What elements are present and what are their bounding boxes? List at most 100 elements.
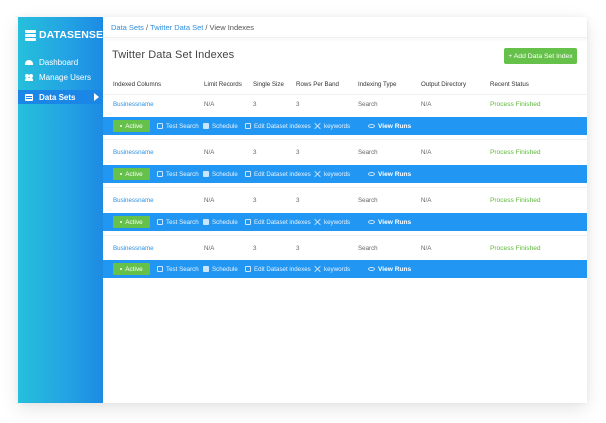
output-directory: N/A xyxy=(421,245,432,252)
view-runs-label: View Runs xyxy=(378,265,412,273)
column-header: Indexed Columns xyxy=(113,81,162,88)
search-doc-icon xyxy=(157,171,163,177)
indexed-columns-link[interactable]: Businessname xyxy=(113,101,154,108)
test-search-button[interactable]: Test Search xyxy=(157,165,199,183)
schedule-button[interactable]: Schedule xyxy=(203,165,238,183)
edit-dataset-indexes-button[interactable]: Edit Dataset indexes xyxy=(245,213,311,231)
brand-logo[interactable]: DATASENSE xyxy=(25,28,103,42)
page-title: Twitter Data Set Indexes xyxy=(112,49,235,61)
view-runs-button[interactable]: View Runs xyxy=(368,260,411,278)
view-runs-button[interactable]: View Runs xyxy=(368,165,411,183)
edit-dataset-indexes-button[interactable]: Edit Dataset indexes xyxy=(245,165,311,183)
divider xyxy=(103,94,587,95)
search-doc-icon xyxy=(157,219,163,225)
sidebar-item-manage-users[interactable]: Manage Users xyxy=(18,70,103,84)
active-toggle[interactable]: Active xyxy=(113,263,150,275)
edit-icon xyxy=(245,123,251,129)
column-header: Rows Per Band xyxy=(296,81,339,88)
data-sets-icon xyxy=(25,93,33,101)
table-row: Businessname N/A 3 3 Search N/A Process … xyxy=(103,193,587,209)
active-toggle[interactable]: Active xyxy=(113,120,150,132)
breadcrumb-separator: / xyxy=(145,22,149,32)
edit-label: Edit Dataset indexes xyxy=(254,170,311,178)
limit-records: N/A xyxy=(204,149,215,156)
edit-dataset-indexes-button[interactable]: Edit Dataset indexes xyxy=(245,117,311,135)
eye-icon xyxy=(368,124,375,128)
column-header: Indexing Type xyxy=(358,81,397,88)
column-header: Limit Records xyxy=(204,81,242,88)
schedule-label: Schedule xyxy=(212,218,238,226)
breadcrumb: Data Sets / Twitter Data Set / View Inde… xyxy=(103,17,587,38)
indexing-type: Search xyxy=(358,197,378,204)
divider xyxy=(103,187,587,188)
recent-status: Process Finished xyxy=(490,197,541,204)
search-doc-icon xyxy=(157,123,163,129)
view-runs-button[interactable]: View Runs xyxy=(368,213,411,231)
database-icon xyxy=(25,29,36,41)
test-search-button[interactable]: Test Search xyxy=(157,213,199,231)
edit-dataset-indexes-button[interactable]: Edit Dataset indexes xyxy=(245,260,311,278)
row-action-bar: Active Test Search Schedule Edit Dataset… xyxy=(103,165,587,183)
test-search-label: Test Search xyxy=(166,122,199,130)
test-search-button[interactable]: Test Search xyxy=(157,117,199,135)
dashboard-icon xyxy=(25,60,33,65)
keywords-icon xyxy=(315,219,321,225)
search-doc-icon xyxy=(157,266,163,272)
divider xyxy=(103,139,587,140)
limit-records: N/A xyxy=(204,101,215,108)
rows-per-band: 3 xyxy=(296,197,300,204)
indexing-type: Search xyxy=(358,101,378,108)
output-directory: N/A xyxy=(421,101,432,108)
schedule-button[interactable]: Schedule xyxy=(203,117,238,135)
app-window: DATASENSE Dashboard Manage Users Data Se… xyxy=(18,17,587,403)
edit-label: Edit Dataset indexes xyxy=(254,218,311,226)
table-row: Businessname N/A 3 3 Search N/A Process … xyxy=(103,241,587,257)
keywords-button[interactable]: keywords xyxy=(315,213,350,231)
row-action-bar: Active Test Search Schedule Edit Dataset… xyxy=(103,260,587,278)
sidebar-item-label: Dashboard xyxy=(39,57,79,67)
active-label: Active xyxy=(125,265,143,273)
rows-per-band: 3 xyxy=(296,245,300,252)
active-label: Active xyxy=(125,218,143,226)
schedule-button[interactable]: Schedule xyxy=(203,213,238,231)
single-size: 3 xyxy=(253,101,257,108)
active-label: Active xyxy=(125,122,143,130)
breadcrumb-twitter-data-set[interactable]: Twitter Data Set xyxy=(150,22,204,32)
limit-records: N/A xyxy=(204,245,215,252)
calendar-icon xyxy=(203,123,209,129)
keywords-button[interactable]: keywords xyxy=(315,117,350,135)
row-action-bar: Active Test Search Schedule Edit Dataset… xyxy=(103,117,587,135)
keywords-label: keywords xyxy=(324,170,351,178)
breadcrumb-separator: / xyxy=(205,22,208,32)
output-directory: N/A xyxy=(421,197,432,204)
test-search-button[interactable]: Test Search xyxy=(157,260,199,278)
column-header: Recent Status xyxy=(490,81,529,88)
test-search-label: Test Search xyxy=(166,218,199,226)
active-toggle[interactable]: Active xyxy=(113,168,150,180)
sidebar-item-dashboard[interactable]: Dashboard xyxy=(18,55,103,69)
indexed-columns-link[interactable]: Businessname xyxy=(113,149,154,156)
schedule-button[interactable]: Schedule xyxy=(203,260,238,278)
indexed-columns-link[interactable]: Businessname xyxy=(113,245,154,252)
keywords-button[interactable]: keywords xyxy=(315,165,350,183)
schedule-label: Schedule xyxy=(212,170,238,178)
test-search-label: Test Search xyxy=(166,265,199,273)
view-runs-button[interactable]: View Runs xyxy=(368,117,411,135)
add-data-set-index-button[interactable]: + Add Data Set Index xyxy=(504,48,577,64)
single-size: 3 xyxy=(253,149,257,156)
keywords-button[interactable]: keywords xyxy=(315,260,350,278)
breadcrumb-data-sets[interactable]: Data Sets xyxy=(111,22,144,32)
row-action-bar: Active Test Search Schedule Edit Dataset… xyxy=(103,213,587,231)
keywords-label: keywords xyxy=(324,265,351,273)
recent-status: Process Finished xyxy=(490,101,541,108)
indexed-columns-link[interactable]: Businessname xyxy=(113,197,154,204)
main-content: Data Sets / Twitter Data Set / View Inde… xyxy=(103,17,587,403)
eye-icon xyxy=(368,267,375,271)
sidebar-item-data-sets[interactable]: Data Sets xyxy=(18,90,103,104)
rows-per-band: 3 xyxy=(296,149,300,156)
active-toggle[interactable]: Active xyxy=(113,216,150,228)
keywords-icon xyxy=(315,266,321,272)
single-size: 3 xyxy=(253,197,257,204)
recent-status: Process Finished xyxy=(490,245,541,252)
edit-label: Edit Dataset indexes xyxy=(254,265,311,273)
